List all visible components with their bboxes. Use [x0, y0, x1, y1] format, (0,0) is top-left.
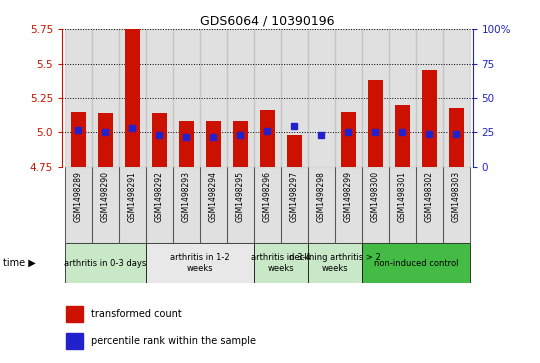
Bar	[98, 113, 113, 167]
FancyBboxPatch shape	[146, 243, 254, 283]
Bar	[173, 167, 200, 243]
Bar	[341, 112, 356, 167]
Bar	[119, 167, 146, 243]
Bar	[389, 29, 416, 167]
Bar	[200, 167, 227, 243]
Bar	[335, 167, 362, 243]
Bar	[206, 122, 221, 167]
Text: GSM1498293: GSM1498293	[182, 171, 191, 222]
FancyBboxPatch shape	[362, 243, 470, 283]
Bar	[362, 29, 389, 167]
Text: arthritis in 1-2
weeks: arthritis in 1-2 weeks	[170, 253, 230, 273]
Bar	[179, 122, 194, 167]
Text: GSM1498290: GSM1498290	[101, 171, 110, 222]
Text: GSM1498298: GSM1498298	[317, 171, 326, 222]
Bar	[125, 29, 140, 167]
Text: GSM1498292: GSM1498292	[155, 171, 164, 222]
Bar	[92, 29, 119, 167]
Bar	[416, 167, 443, 243]
Text: declining arthritis > 2
weeks: declining arthritis > 2 weeks	[289, 253, 381, 273]
Bar	[173, 29, 200, 167]
Bar	[66, 306, 83, 322]
Text: GSM1498289: GSM1498289	[74, 171, 83, 222]
Bar	[308, 29, 335, 167]
Bar	[92, 167, 119, 243]
Text: transformed count: transformed count	[91, 309, 181, 319]
Bar	[66, 333, 83, 349]
Bar	[308, 167, 335, 243]
Bar	[362, 167, 389, 243]
Bar	[71, 112, 86, 167]
Text: GSM1498299: GSM1498299	[344, 171, 353, 222]
Bar	[65, 167, 92, 243]
Title: GDS6064 / 10390196: GDS6064 / 10390196	[200, 15, 335, 28]
Bar	[227, 29, 254, 167]
Text: GSM1498302: GSM1498302	[425, 171, 434, 222]
Text: arthritis in 3-4
weeks: arthritis in 3-4 weeks	[251, 253, 310, 273]
Text: percentile rank within the sample: percentile rank within the sample	[91, 336, 256, 346]
Bar	[416, 29, 443, 167]
Text: GSM1498301: GSM1498301	[398, 171, 407, 222]
FancyBboxPatch shape	[308, 243, 362, 283]
FancyBboxPatch shape	[254, 243, 308, 283]
Text: GSM1498297: GSM1498297	[290, 171, 299, 222]
Bar	[227, 167, 254, 243]
Bar	[146, 167, 173, 243]
Bar	[314, 167, 329, 177]
Text: GSM1498296: GSM1498296	[263, 171, 272, 222]
Bar	[389, 167, 416, 243]
Text: arthritis in 0-3 days: arthritis in 0-3 days	[64, 259, 146, 268]
Bar	[281, 29, 308, 167]
Bar	[395, 105, 410, 167]
Text: GSM1498303: GSM1498303	[452, 171, 461, 222]
Bar	[119, 29, 146, 167]
Bar	[254, 29, 281, 167]
Text: GSM1498294: GSM1498294	[209, 171, 218, 222]
Bar	[449, 108, 464, 167]
Bar	[254, 167, 281, 243]
Bar	[65, 29, 92, 167]
Text: GSM1498291: GSM1498291	[128, 171, 137, 222]
Text: GSM1498295: GSM1498295	[236, 171, 245, 222]
Bar	[368, 80, 383, 167]
Text: GSM1498300: GSM1498300	[371, 171, 380, 222]
Text: non-induced control: non-induced control	[374, 259, 458, 268]
Bar	[335, 29, 362, 167]
Text: time ▶: time ▶	[3, 258, 36, 268]
Bar	[233, 122, 248, 167]
Bar	[443, 167, 470, 243]
Bar	[422, 70, 437, 167]
Bar	[443, 29, 470, 167]
Bar	[200, 29, 227, 167]
Bar	[260, 110, 275, 167]
Bar	[281, 167, 308, 243]
Bar	[152, 113, 167, 167]
Bar	[287, 135, 302, 167]
Bar	[146, 29, 173, 167]
FancyBboxPatch shape	[65, 243, 146, 283]
